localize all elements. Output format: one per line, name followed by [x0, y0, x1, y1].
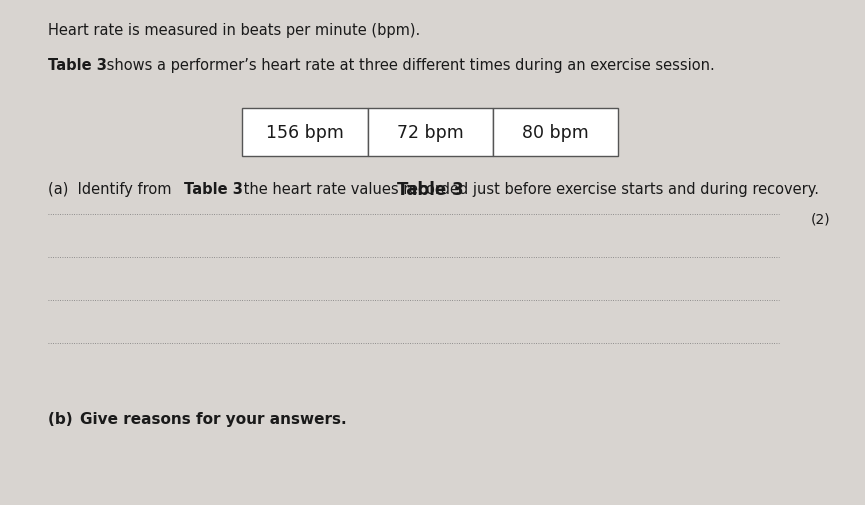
- Text: 80 bpm: 80 bpm: [522, 124, 589, 141]
- FancyBboxPatch shape: [242, 109, 368, 157]
- FancyBboxPatch shape: [493, 109, 618, 157]
- Text: Table 3: Table 3: [48, 58, 106, 73]
- Text: 156 bpm: 156 bpm: [266, 124, 344, 141]
- Text: Heart rate is measured in beats per minute (bpm).: Heart rate is measured in beats per minu…: [48, 23, 420, 38]
- Text: shows a performer’s heart rate at three different times during an exercise sessi: shows a performer’s heart rate at three …: [102, 58, 714, 73]
- Text: 72 bpm: 72 bpm: [397, 124, 464, 141]
- FancyBboxPatch shape: [368, 109, 493, 157]
- Text: (a)  Identify from: (a) Identify from: [48, 182, 176, 197]
- Text: (2): (2): [811, 212, 830, 226]
- Text: (b): (b): [48, 412, 83, 427]
- Text: Table 3: Table 3: [184, 182, 243, 197]
- Text: the heart rate values recorded just before exercise starts and during recovery.: the heart rate values recorded just befo…: [239, 182, 819, 197]
- Text: Table 3: Table 3: [396, 181, 464, 199]
- Text: Give reasons for your answers.: Give reasons for your answers.: [80, 412, 347, 427]
